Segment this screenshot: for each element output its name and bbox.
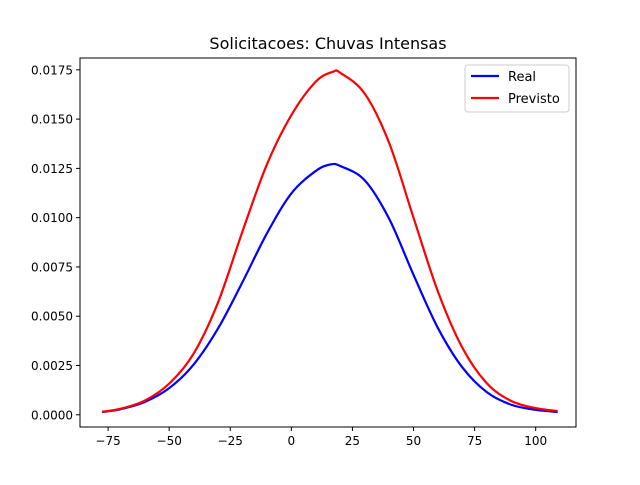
y-tick-label: 0.0175 [31, 63, 73, 77]
x-tick-label: −50 [157, 434, 182, 448]
series-line-previsto [101, 69, 558, 413]
plot-frame [79, 57, 577, 428]
chart-title: Solicitacoes: Chuvas Intensas [209, 34, 446, 53]
axes-area: −75 −50 −25 0 25 50 75 100 0.0000 0.0025 0.0050 0.0… [31, 57, 577, 448]
y-tick-label: 0.0025 [31, 359, 73, 373]
x-tick-label: 50 [406, 434, 421, 448]
legend-label-real: Real [508, 70, 536, 85]
y-tick-label: 0.0100 [31, 211, 73, 225]
x-tick-label: 25 [345, 434, 360, 448]
y-tick-label: 0.0150 [31, 113, 73, 127]
series-line-real [101, 162, 558, 414]
legend-label-previsto: Previsto [508, 92, 560, 107]
y-tick-label: 0.0075 [31, 260, 73, 274]
legend: Real Previsto [464, 64, 570, 113]
y-tick-label: 0.0000 [31, 408, 73, 422]
y-tick-label: 0.0125 [31, 162, 73, 176]
y-tick-label: 0.0050 [31, 310, 73, 324]
x-tick-label: 75 [467, 434, 482, 448]
x-tick-label: −75 [95, 434, 120, 448]
x-tick-label: 100 [524, 434, 547, 448]
x-tick-label: 0 [288, 434, 296, 448]
x-tick-label: −25 [218, 434, 243, 448]
